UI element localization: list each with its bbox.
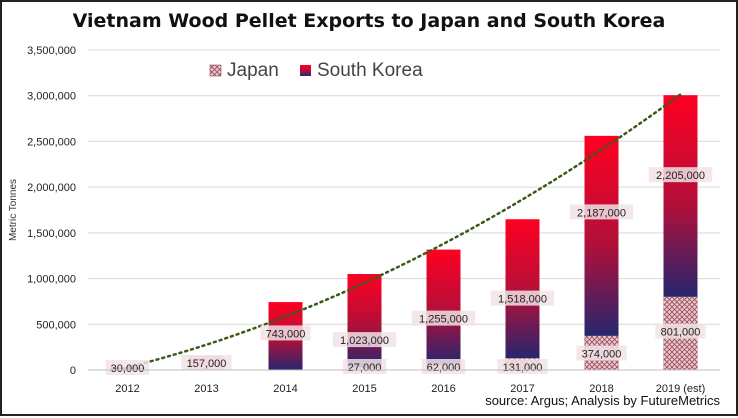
data-label-south-korea-bg — [648, 167, 713, 183]
bar-south-korea-6 — [584, 135, 619, 336]
data-label-south-korea: 1,255,000 — [419, 314, 468, 326]
x-tick-label: 2019 (est) — [656, 383, 706, 395]
data-label-south-korea-bg — [332, 332, 397, 348]
y-tick-label: 0 — [70, 365, 76, 377]
legend-swatch-japan — [209, 64, 222, 77]
bar-south-korea-3 — [347, 274, 382, 368]
y-tick-label: 3,000,000 — [27, 91, 76, 103]
x-tick-label: 2012 — [115, 383, 139, 395]
x-tick-label: 2015 — [352, 383, 376, 395]
x-tick-label: 2018 — [589, 383, 613, 395]
y-tick-label: 3,500,000 — [27, 45, 76, 57]
y-tick-label: 2,000,000 — [27, 182, 76, 194]
data-label-japan: 131,000 — [503, 362, 543, 374]
x-tick-label: 2014 — [273, 383, 297, 395]
data-label-south-korea: 2,187,000 — [577, 207, 626, 219]
data-label-japan-bg — [576, 345, 627, 361]
bar-south-korea-4 — [426, 249, 461, 365]
data-label-japan-bg — [655, 323, 706, 339]
data-label-south-korea-bg — [490, 290, 555, 306]
data-label-south-korea-bg — [105, 360, 150, 375]
y-axis-label: Metric Tonnes — [8, 179, 19, 241]
legend-swatch-south-korea — [300, 65, 311, 76]
data-label-japan: 62,000 — [427, 362, 461, 374]
data-label-south-korea-bg — [411, 310, 476, 326]
legend-label-south-korea: South Korea — [317, 60, 423, 81]
x-tick-label: 2017 — [510, 383, 534, 395]
data-label-south-korea: 1,518,000 — [498, 294, 547, 306]
bar-south-korea-5 — [505, 219, 540, 359]
legend-label-japan: Japan — [227, 60, 279, 81]
data-label-south-korea-bg — [181, 355, 232, 370]
data-label-japan: 374,000 — [582, 349, 622, 361]
source-note: source: Argus; Analysis by FutureMetrics — [485, 393, 720, 408]
data-label-south-korea-bg — [260, 325, 311, 341]
data-label-south-korea: 2,205,000 — [656, 170, 705, 182]
data-label-south-korea: 30,000 — [111, 363, 145, 375]
data-label-south-korea-bg — [569, 204, 634, 220]
y-tick-label: 1,500,000 — [27, 228, 76, 240]
y-tick-label: 500,000 — [36, 319, 76, 331]
data-label-japan: 27,000 — [348, 362, 382, 374]
y-tick-label: 2,500,000 — [27, 136, 76, 148]
data-label-japan: 801,000 — [661, 327, 701, 339]
chart-title: Vietnam Wood Pellet Exports to Japan and… — [72, 10, 666, 32]
data-label-south-korea: 743,000 — [266, 328, 306, 340]
data-label-south-korea: 157,000 — [187, 358, 227, 370]
x-tick-label: 2016 — [431, 383, 455, 395]
y-tick-label: 1,000,000 — [27, 274, 76, 286]
x-tick-label: 2013 — [194, 383, 218, 395]
bar-south-korea-7 — [663, 95, 698, 297]
data-label-south-korea: 1,023,000 — [340, 335, 389, 347]
trendline — [126, 93, 682, 369]
